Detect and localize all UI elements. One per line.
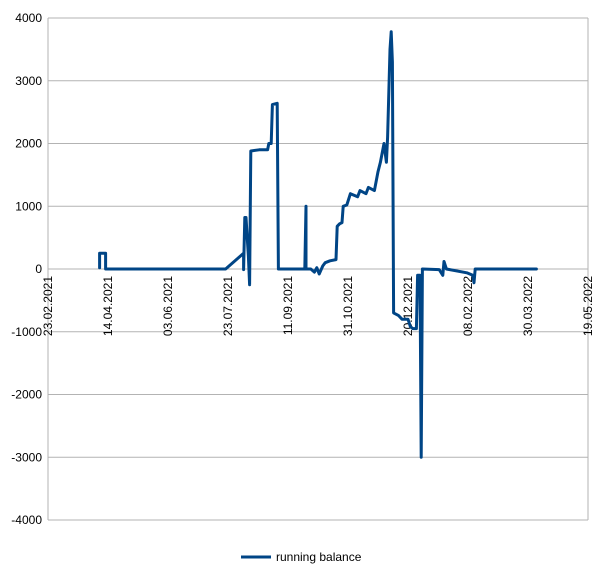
y-tick-label: 1000 (15, 199, 42, 213)
x-tick-labels: 23.02.2021 14.04.2021 03.06.2021 23.07.2021… (41, 276, 595, 336)
x-tick-label: 14.04.2021 (101, 276, 115, 336)
axes (47, 18, 589, 520)
y-tick-labels: 4000 3000 2000 1000 0 -1000 -2000 -3000 -4000 (11, 11, 42, 527)
series-line-running-balance (98, 30, 538, 459)
x-tick-label: 08.02.2022 (461, 276, 475, 336)
y-tick-label: 2000 (15, 137, 42, 151)
y-tick-label: 0 (35, 262, 42, 276)
y-tick-label: 3000 (15, 74, 42, 88)
series-lines (98, 30, 538, 459)
x-tick-label: 11.09.2021 (281, 276, 295, 335)
y-tick-label: -4000 (11, 513, 42, 527)
x-tick-label: 31.10.2021 (341, 276, 355, 336)
x-tick-label: 30.03.2022 (521, 276, 535, 336)
x-tick-label: 23.07.2021 (221, 276, 235, 336)
legend: running balance (241, 550, 362, 564)
x-tick-label: 23.02.2021 (41, 276, 55, 336)
y-tick-label: -3000 (11, 450, 42, 464)
y-tick-label: -1000 (11, 325, 42, 339)
x-tick-label: 03.06.2021 (161, 276, 175, 336)
y-tick-label: 4000 (15, 11, 42, 25)
x-tick-label: 19.05.2022 (581, 276, 595, 336)
y-tick-label: -2000 (11, 388, 42, 402)
legend-label-running-balance: running balance (276, 550, 362, 564)
x-tick-label: 20.12.2021 (401, 276, 415, 336)
